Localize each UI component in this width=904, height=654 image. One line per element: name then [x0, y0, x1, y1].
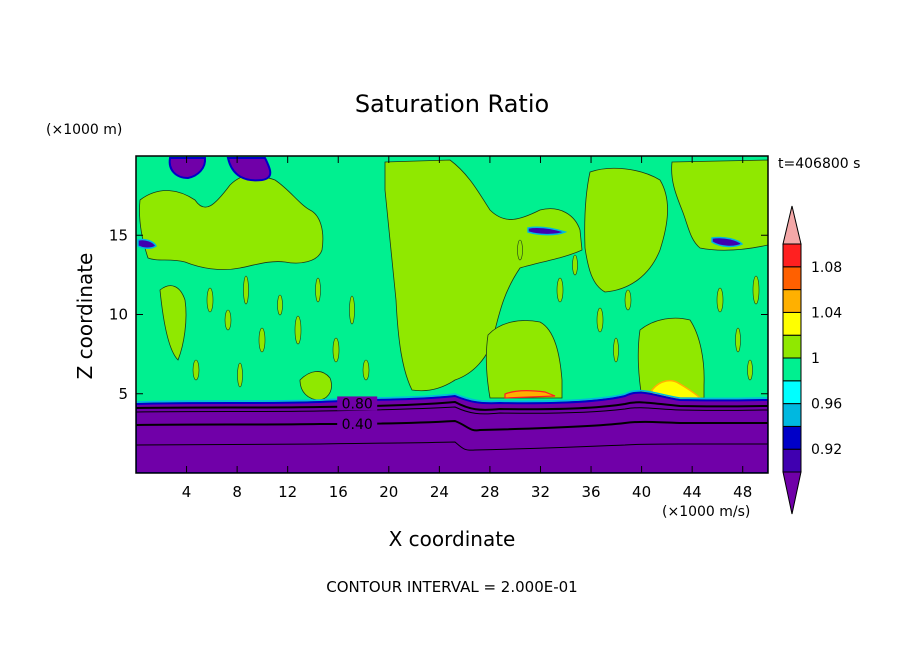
- convective-streaks: [192, 239, 760, 388]
- x-tick-label: 48: [733, 483, 752, 501]
- plume-region: [637, 317, 705, 399]
- y-axis-label: Z coordinate: [73, 253, 97, 380]
- contour-line-0.60: [136, 406, 768, 415]
- x-tick-label: 8: [232, 483, 242, 501]
- colorbar-under-triangle: [782, 471, 802, 515]
- chart-title: Saturation Ratio: [355, 90, 549, 118]
- contour-line-0.80: [136, 400, 768, 411]
- lower-dry-layer: [136, 391, 768, 473]
- contour-line-0.20: [136, 441, 768, 451]
- x-tick-label: 20: [379, 483, 398, 501]
- colorbar: 0.92 0.96 1 1.04 1.08: [782, 205, 842, 515]
- upper-dry-patch: [711, 236, 744, 248]
- contour-label: 0.80: [342, 396, 373, 412]
- plume-region: [671, 159, 768, 251]
- x-tick-label: 28: [480, 483, 499, 501]
- x-unit-label: (×1000 m/s): [662, 504, 750, 520]
- plume-region: [139, 174, 324, 270]
- x-tick-label: 4: [182, 483, 192, 501]
- upper-dry-patch: [137, 238, 157, 250]
- colorbar-box: [782, 289, 802, 313]
- contour-interval-footer: CONTOUR INTERVAL = 2.000E-01: [326, 578, 577, 596]
- colorbar-box: [782, 448, 802, 473]
- x-tick-label: 32: [531, 483, 550, 501]
- colorbar-label: 0.92: [811, 442, 842, 458]
- colorbar-label: 1.04: [811, 305, 842, 321]
- colorbar-label: 0.96: [811, 397, 842, 413]
- y-unit-label: (×1000 m): [46, 122, 122, 138]
- x-tick-label: 24: [430, 483, 449, 501]
- colorbar-label: 1.08: [811, 260, 842, 276]
- plume-region: [384, 159, 583, 392]
- y-axis-ticks: 5 10 15: [109, 226, 768, 403]
- plume-region: [584, 167, 668, 293]
- colorbar-label: 1: [811, 351, 820, 367]
- plume-region: [159, 285, 187, 361]
- y-tick-label: 15: [109, 226, 128, 244]
- x-axis-label: X coordinate: [389, 527, 516, 551]
- plume-region: [485, 320, 563, 399]
- peak-patch: [504, 390, 556, 399]
- x-tick-label: 12: [278, 483, 297, 501]
- plume-region: [299, 371, 332, 401]
- plot-area: [136, 156, 768, 473]
- y-tick-label: 10: [109, 306, 128, 324]
- upper-dry-patch: [226, 157, 272, 182]
- x-tick-label: 16: [329, 483, 348, 501]
- colorbar-over-triangle: [782, 205, 802, 245]
- colorbar-box: [782, 403, 802, 427]
- x-tick-label: 44: [683, 483, 702, 501]
- colorbar-box: [782, 425, 802, 450]
- contour-label: 0.40: [342, 417, 373, 433]
- contour-labels: 0.80 0.40: [337, 396, 378, 433]
- colorbar-box: [782, 357, 802, 382]
- x-tick-label: 40: [632, 483, 651, 501]
- contour-label-bg: [337, 417, 378, 432]
- colorbar-box: [782, 243, 802, 268]
- y-tick-label: 5: [118, 385, 128, 403]
- colorbar-box: [782, 334, 802, 359]
- x-tick-label: 36: [581, 483, 600, 501]
- cloud-base-edge: [136, 389, 768, 403]
- upper-dry-patch: [168, 157, 207, 180]
- colorbar-box: [782, 266, 802, 291]
- peak-patch: [651, 379, 702, 399]
- colorbar-box: [782, 311, 802, 336]
- time-label: t=406800 s: [778, 156, 860, 172]
- contour-label-bg: [337, 396, 378, 411]
- colorbar-box: [782, 380, 802, 405]
- x-axis-ticks: 4 8 12 16 20 24 28 32 36 40 44 48: [182, 156, 752, 501]
- upper-dry-patch: [527, 226, 568, 236]
- contour-line-0.40: [136, 419, 768, 432]
